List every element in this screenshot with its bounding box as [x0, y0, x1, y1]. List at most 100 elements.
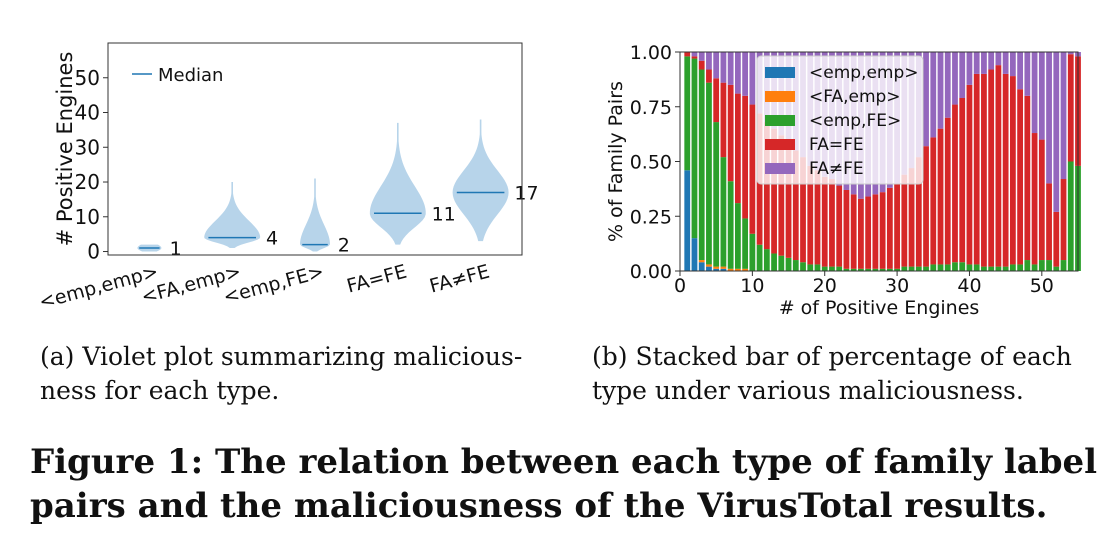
legend-label-4: FA≠FE: [809, 159, 864, 179]
bar-3-50: [1038, 139, 1045, 261]
bar-2-39: [959, 262, 966, 271]
bar-2-36: [937, 264, 944, 271]
bar-2-3: [698, 69, 705, 261]
bar-4-37: [944, 52, 951, 118]
bar-0-1: [684, 170, 691, 271]
bar-3-9: [742, 95, 749, 219]
bar-3-25: [858, 198, 864, 269]
bar-3-51: [1046, 183, 1052, 261]
bar-3-2: [691, 56, 698, 59]
bar-3-30: [894, 183, 900, 269]
violin-1: [204, 182, 261, 249]
bar-3-27: [872, 194, 879, 269]
bar-4-10: [749, 52, 756, 105]
legend-median-label: Median: [158, 65, 223, 86]
bar-3-40: [966, 84, 973, 265]
bar-4-52: [1053, 52, 1060, 212]
bar-3-45: [1002, 73, 1009, 267]
bar-0-3: [698, 262, 705, 271]
y-tick-label-b-0: 0.00: [630, 261, 672, 283]
bar-3-23: [843, 189, 850, 269]
bar-2-2: [691, 58, 698, 239]
bar-2-46: [1009, 264, 1016, 271]
bar-3-10: [749, 104, 756, 234]
y-axis-label-b: % of Family Pairs: [605, 81, 627, 242]
bar-2-7: [727, 181, 734, 269]
bar-3-6: [720, 82, 727, 158]
bar-3-32: [908, 168, 915, 267]
bar-4-7: [727, 52, 734, 85]
plot-frame-a: [107, 42, 523, 256]
bar-4-3: [698, 52, 705, 61]
bar-2-38: [952, 262, 958, 271]
bar-2-20: [821, 266, 828, 271]
bar-2-1: [684, 56, 691, 171]
x-tick-label-b-30: 30: [885, 275, 909, 297]
bar-2-11: [756, 244, 763, 271]
bar-4-53: [1060, 52, 1067, 180]
stacked-bar-chart: 0.00 0.25 0.50 0.75 1.00 0 10 20 30 40 50 # of Posi…: [605, 42, 1081, 319]
bar-3-3: [698, 60, 705, 70]
legend-label-2: <emp,FE>: [809, 111, 901, 131]
bar-3-47: [1017, 89, 1024, 265]
figure-title: Figure 1: The relation between each type…: [30, 442, 1098, 526]
bar-1-9: [742, 268, 749, 271]
bar-2-16: [792, 260, 799, 271]
x-tick-label-b-10: 10: [740, 275, 764, 297]
bar-2-26: [865, 268, 872, 271]
y-tick-label-40: 40: [75, 101, 100, 125]
bar-1-3: [698, 260, 705, 263]
bar-2-24: [850, 268, 857, 271]
bar-3-17: [800, 157, 806, 263]
bar-1-4: [706, 264, 712, 267]
bar-3-7: [727, 84, 734, 182]
bar-4-6: [720, 52, 727, 83]
bar-3-24: [850, 194, 857, 269]
bar-2-28: [879, 268, 886, 271]
bar-3-29: [886, 187, 893, 269]
bar-4-38: [952, 52, 958, 105]
x-axis-label-b: # of Positive Engines: [779, 297, 980, 319]
bar-2-33: [915, 266, 922, 271]
bar-3-46: [1009, 76, 1016, 265]
bar-2-17: [800, 262, 806, 271]
x-tick-label-b-40: 40: [957, 275, 981, 297]
bar-4-40: [966, 52, 973, 85]
bar-3-41: [973, 73, 980, 265]
bar-1-5: [713, 266, 720, 269]
bar-2-14: [778, 255, 785, 271]
bar-4-43: [988, 52, 995, 70]
y-tick-label-50: 50: [75, 66, 100, 90]
bar-3-28: [879, 192, 886, 269]
bar-2-48: [1024, 260, 1031, 271]
bar-2-18: [807, 264, 814, 271]
violin-2: [300, 178, 330, 252]
bar-3-31: [901, 174, 908, 267]
bar-2-50: [1038, 260, 1045, 271]
y-tick-label-20: 20: [75, 170, 100, 194]
bar-4-4: [706, 52, 712, 70]
bar-4-44: [995, 52, 1002, 66]
median-label-4: 17: [514, 182, 538, 204]
bar-2-22: [836, 266, 843, 271]
bar-3-22: [836, 185, 843, 267]
legend-swatch-1: [765, 91, 795, 102]
bar-4-51: [1046, 52, 1052, 184]
bar-4-48: [1024, 52, 1031, 96]
bar-3-42: [981, 73, 987, 267]
bar-3-4: [706, 69, 712, 83]
bar-2-27: [872, 268, 879, 271]
bar-2-19: [814, 264, 821, 271]
bar-2-12: [763, 249, 770, 271]
bar-4-41: [973, 52, 980, 74]
bar-3-44: [995, 65, 1002, 267]
y-tick-label-b-3: 0.75: [630, 97, 672, 119]
bar-4-35: [930, 52, 937, 138]
bar-2-15: [785, 257, 792, 271]
x-tick-label-4: FA≠FE: [427, 261, 492, 298]
bar-4-49: [1031, 52, 1038, 134]
bar-2-13: [771, 253, 777, 271]
bar-2-37: [944, 264, 951, 271]
median-label-3: 11: [432, 203, 456, 225]
bar-3-21: [829, 179, 835, 267]
